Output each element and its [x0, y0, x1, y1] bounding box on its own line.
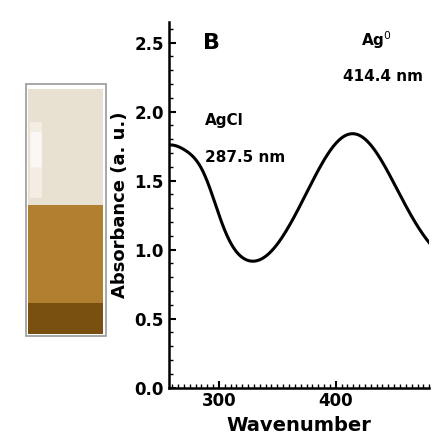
Bar — [30, 122, 42, 198]
Bar — [28, 205, 103, 306]
Text: 414.4 nm: 414.4 nm — [343, 70, 423, 85]
FancyBboxPatch shape — [26, 84, 106, 336]
Text: B: B — [202, 33, 219, 53]
FancyBboxPatch shape — [30, 132, 42, 167]
Text: AgCl: AgCl — [205, 113, 244, 128]
Text: 287.5 nm: 287.5 nm — [205, 150, 286, 165]
Bar — [28, 89, 103, 205]
Text: Ag$^0$: Ag$^0$ — [361, 29, 392, 51]
Bar — [28, 304, 103, 334]
X-axis label: Wavenumber: Wavenumber — [226, 416, 371, 435]
Y-axis label: Absorbance (a. u.): Absorbance (a. u.) — [111, 112, 129, 298]
